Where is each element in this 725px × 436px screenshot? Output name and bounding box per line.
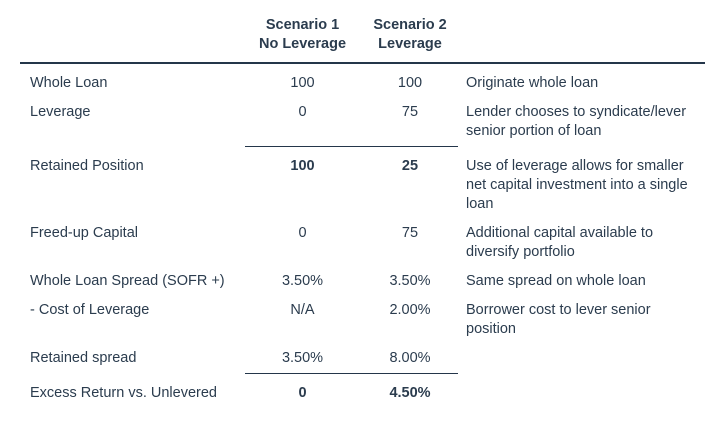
row-note xyxy=(460,374,705,384)
table-header-row: Scenario 1 No Leverage Scenario 2 Levera… xyxy=(20,16,705,54)
row-note: Lender chooses to syndicate/lever senior… xyxy=(466,104,687,139)
scenario2-value: 8.00% xyxy=(389,350,431,366)
scenario1-header-line1: Scenario 1 xyxy=(265,17,340,33)
column-header-scenario2: Scenario 2 Leverage xyxy=(360,16,460,54)
table-row-whole-loan-spread: Whole Loan Spread (SOFR +) 3.50% 3.50% S… xyxy=(20,262,705,291)
scenario2-value: 2.00% xyxy=(389,302,431,318)
scenario2-value: 100 xyxy=(397,75,423,91)
row-note: Additional capital available to diversif… xyxy=(466,225,654,260)
row-note: Same spread on whole loan xyxy=(466,273,646,289)
scenario1-header-line2: No Leverage xyxy=(258,36,347,52)
row-label: Freed-up Capital xyxy=(30,225,138,241)
scenario1-value: N/A xyxy=(290,302,315,318)
column-header-scenario1: Scenario 1 No Leverage xyxy=(245,16,360,54)
row-note xyxy=(460,339,705,349)
table-row-retained-position: Retained Position 100 25 Use of leverage… xyxy=(20,147,705,214)
scenario2-value: 25 xyxy=(401,158,419,174)
row-label: Excess Return vs. Unlevered xyxy=(30,385,217,401)
scenario1-value: 100 xyxy=(290,158,315,174)
row-label: - Cost of Leverage xyxy=(30,302,150,318)
leverage-comparison-table: Scenario 1 No Leverage Scenario 2 Levera… xyxy=(20,16,705,403)
scenario1-value: 0 xyxy=(298,225,307,241)
table-row-retained-spread: Retained spread 3.50% 8.00% xyxy=(20,339,705,368)
scenario1-value: 0 xyxy=(298,104,307,120)
table-row-leverage: Leverage 0 75 Lender chooses to syndicat… xyxy=(20,93,705,141)
scenario2-value: 75 xyxy=(401,104,419,120)
row-note: Borrower cost to lever senior position xyxy=(466,302,651,337)
scenario2-header-line1: Scenario 2 xyxy=(373,17,447,33)
scenario1-value: 0 xyxy=(298,385,307,401)
row-note: Use of leverage allows for smaller net c… xyxy=(466,158,688,212)
table-row-excess-return: Excess Return vs. Unlevered 0 4.50% xyxy=(20,374,705,403)
retained-position-divider xyxy=(245,146,458,147)
row-note: Originate whole loan xyxy=(466,75,599,91)
scenario1-value: 3.50% xyxy=(281,350,324,366)
excess-return-divider xyxy=(245,373,458,374)
scenario2-value: 3.50% xyxy=(389,273,431,289)
row-label: Retained Position xyxy=(30,158,144,174)
scenario2-value: 4.50% xyxy=(389,385,431,401)
row-label: Whole Loan Spread (SOFR +) xyxy=(30,273,225,289)
row-label: Leverage xyxy=(30,104,91,120)
table-row-cost-of-leverage: - Cost of Leverage N/A 2.00% Borrower co… xyxy=(20,291,705,339)
header-divider xyxy=(20,62,705,64)
table-row-freed-up-capital: Freed-up Capital 0 75 Additional capital… xyxy=(20,214,705,262)
scenario1-value: 100 xyxy=(290,75,315,91)
scenario1-value: 3.50% xyxy=(281,273,324,289)
scenario2-header-line2: Leverage xyxy=(378,36,442,52)
table-row-whole-loan: Whole Loan 100 100 Originate whole loan xyxy=(20,64,705,93)
scenario2-value: 75 xyxy=(401,225,419,241)
row-label: Retained spread xyxy=(30,350,137,366)
row-label: Whole Loan xyxy=(30,75,108,91)
